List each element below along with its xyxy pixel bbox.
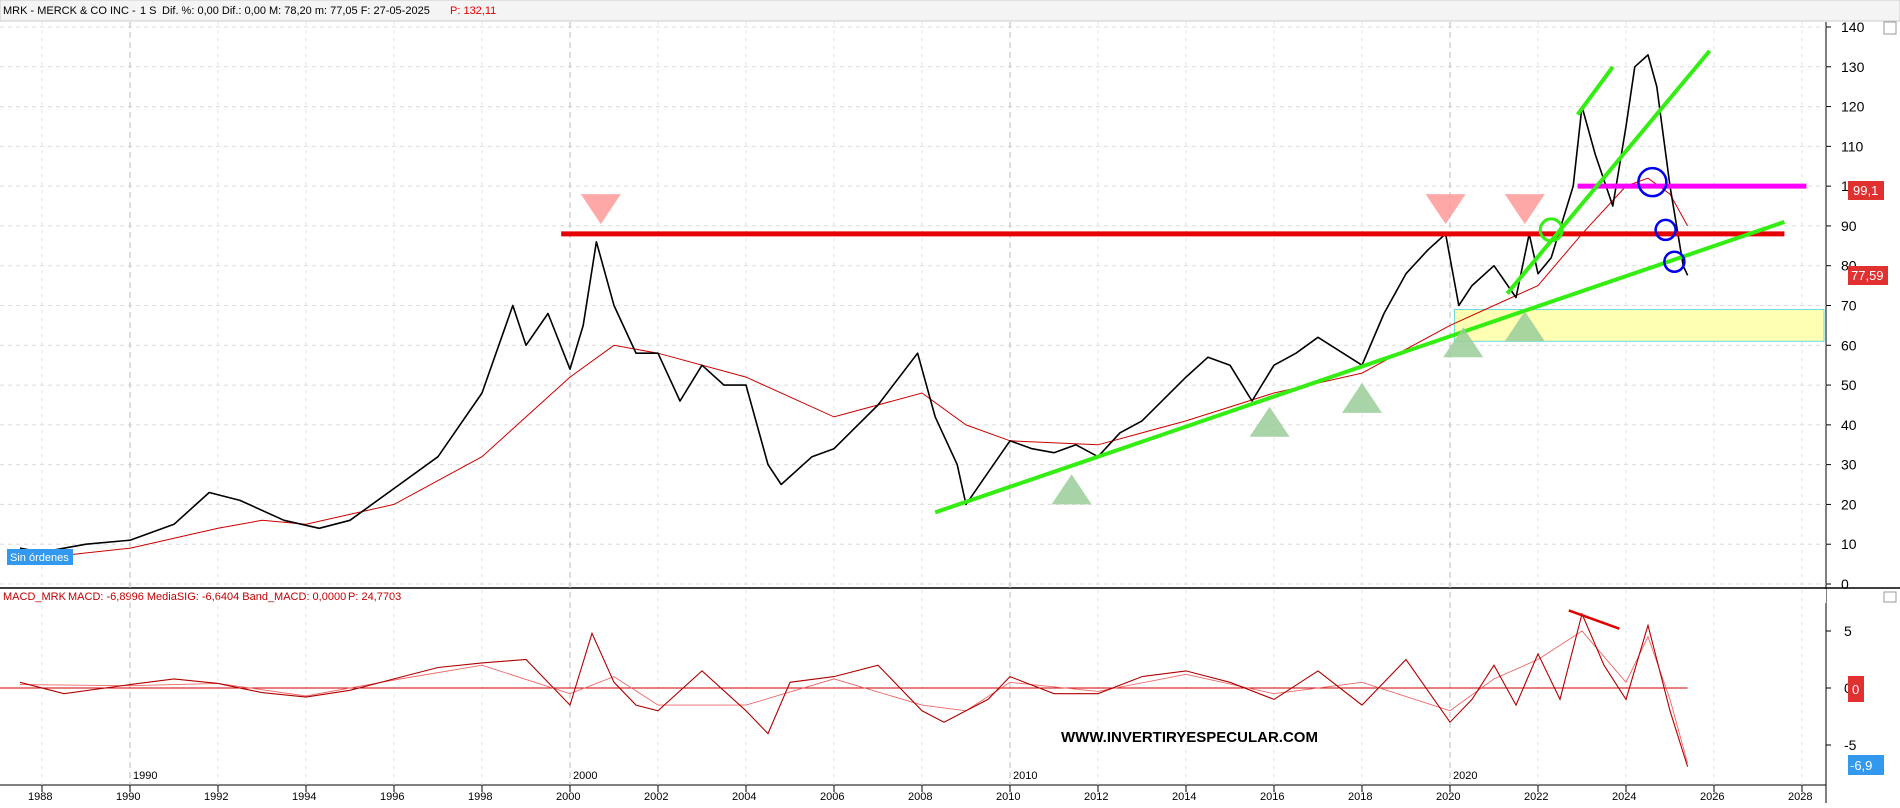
time-tick-label: 2012: [1084, 791, 1108, 803]
macd-signal-line: [19, 630, 1689, 764]
time-tick-label: 1990: [116, 791, 140, 803]
support-triangle-2015: [1249, 406, 1290, 437]
time-tick-label: 1994: [292, 791, 316, 803]
resistance-triangle-2019: [1425, 194, 1466, 225]
resistance-triangle-2000: [580, 194, 621, 225]
time-tick-label: 2022: [1524, 791, 1548, 803]
macd-header-prefix: MACD_MRK: [3, 591, 67, 603]
time-tick-label: 2024: [1612, 791, 1636, 803]
price-tick-label: 140: [1841, 19, 1865, 35]
time-tick-label: 2010: [996, 791, 1020, 803]
header-stats: Dif. %: 0,00 Dif.: 0,00 M: 78,20 m: 77,0…: [162, 5, 430, 17]
macd-line: [19, 612, 1689, 767]
price-tick-label: 10: [1841, 536, 1857, 552]
short-trendline: [1575, 65, 1615, 116]
steep-support-trendline: [1505, 49, 1712, 295]
price-line: [19, 54, 1689, 553]
moving-average-line: [19, 177, 1689, 561]
price-tick-label: 20: [1841, 496, 1857, 512]
time-tick-label: 2014: [1172, 791, 1196, 803]
macd-header-p: P: 24,7703: [348, 591, 401, 603]
decade-label: 2010: [1013, 770, 1037, 782]
support-triangle-2018: [1342, 382, 1382, 413]
price-tick-label: 70: [1841, 298, 1857, 314]
price-tick-label: 30: [1841, 457, 1857, 473]
time-tick-label: 1998: [468, 791, 492, 803]
macd-header-bar: [0, 589, 1826, 603]
price-badge-1: [1848, 181, 1884, 200]
price-tick-label: 90: [1841, 218, 1857, 234]
orders-badge: [7, 549, 73, 565]
price-badge-1-label: 99,1: [1853, 183, 1878, 198]
price-tick-label: 120: [1841, 99, 1865, 115]
time-tick-label: 2028: [1788, 791, 1812, 803]
price-tick-label: 50: [1841, 377, 1857, 393]
price-tick-label: 130: [1841, 59, 1865, 75]
long-term-support-trendline: [934, 220, 1786, 515]
annotations: [561, 49, 1807, 630]
time-tick-label: 2008: [908, 791, 932, 803]
watermark: WWW.INVERTIRYESPECULAR.COM: [1061, 729, 1318, 746]
time-tick-label: 2000: [556, 791, 580, 803]
macd-last-badge: [1848, 755, 1884, 775]
support-triangle-2021: [1504, 311, 1545, 342]
macd-tick-label: -5: [1844, 737, 1857, 753]
decade-label: 2020: [1453, 770, 1477, 782]
macd-divergence-line: [1568, 609, 1620, 630]
header-symbol: MRK - MERCK & CO INC -: [3, 5, 136, 17]
price-tick-label: 60: [1841, 337, 1857, 353]
price-circle-3: [1663, 250, 1686, 273]
time-tick-label: 2002: [644, 791, 668, 803]
macd-zero-badge: [1848, 676, 1864, 702]
time-tick-label: 2016: [1260, 791, 1284, 803]
price-badge-2-label: 77,59: [1851, 268, 1884, 283]
header-period: 1 S: [140, 5, 157, 17]
macd-maximize-button[interactable]: [1883, 591, 1897, 603]
price-tick-label: 110: [1841, 138, 1864, 154]
price-badge-2: [1848, 266, 1888, 285]
macd-tick-label: 5: [1844, 623, 1852, 639]
decade-label: 1990: [133, 770, 157, 782]
time-tick-label: 1988: [28, 791, 52, 803]
grid: [0, 22, 1826, 785]
header-last-price: P: 132,11: [450, 5, 496, 17]
time-tick-label: 2018: [1348, 791, 1372, 803]
breakout-circle: [1538, 217, 1564, 243]
time-tick-label: 2006: [820, 791, 844, 803]
time-tick-label: 2026: [1700, 791, 1724, 803]
decade-label: 2000: [573, 770, 597, 782]
time-tick-label: 1992: [204, 791, 228, 803]
maximize-button[interactable]: [1883, 21, 1897, 35]
price-tick-label: 0: [1841, 576, 1849, 592]
resistance-triangle-2021: [1504, 194, 1545, 225]
macd-last-badge-label: -6,9: [1850, 758, 1872, 773]
orders-badge-label: Sin órdenes: [10, 552, 69, 564]
header-bar: [0, 0, 1900, 22]
support-triangle-2011: [1051, 474, 1092, 505]
macd-header-values: MACD: -6,8996 MediaSIG: -6,6404 Band_MAC…: [68, 591, 346, 603]
price-circle-2: [1654, 218, 1677, 242]
support-triangle-2020: [1443, 327, 1484, 358]
axes: 0102030405060708090100110120130140198819…: [28, 19, 1865, 803]
time-tick-label: 2020: [1436, 791, 1460, 803]
time-tick-label: 1996: [380, 791, 404, 803]
series: [0, 54, 1689, 767]
time-tick-label: 2004: [732, 791, 756, 803]
macd-zero-badge-label: 0: [1852, 682, 1859, 697]
price-circle-1: [1637, 166, 1668, 198]
price-tick-label: 40: [1841, 417, 1857, 433]
